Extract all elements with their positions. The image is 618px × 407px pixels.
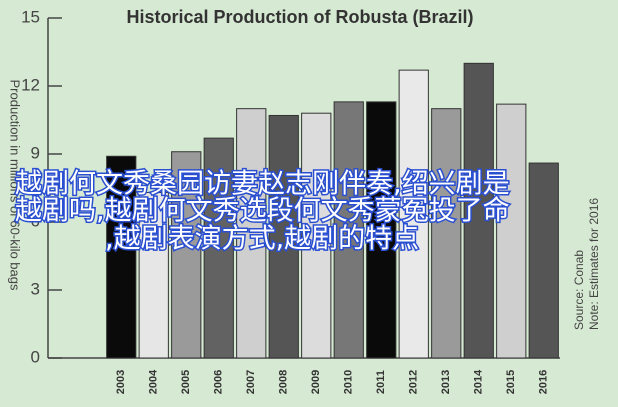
bar xyxy=(138,192,169,359)
bar xyxy=(463,62,494,359)
x-tick-label: 2008 xyxy=(278,370,290,394)
x-tick-label: 2015 xyxy=(505,370,517,394)
bar xyxy=(203,137,234,359)
y-tick-label: 9 xyxy=(31,143,40,162)
x-tick-label: 2004 xyxy=(148,369,160,394)
x-tick-label: 2006 xyxy=(213,370,225,394)
y-tick-label: 0 xyxy=(31,347,40,366)
overlay-text: ,越剧表演方式,越剧的特点 xyxy=(105,224,419,255)
x-tick-label: 2013 xyxy=(440,370,452,394)
bar xyxy=(268,114,299,359)
y-axis-label: Production in millions of 60-kilo bags xyxy=(8,80,23,291)
x-tick-label: 2010 xyxy=(343,370,355,394)
bar xyxy=(171,151,202,359)
x-tick-label: 2014 xyxy=(473,369,485,394)
bar xyxy=(236,108,267,359)
bar xyxy=(333,101,364,359)
y-tick-label: 15 xyxy=(21,7,40,26)
x-tick-label: 2011 xyxy=(375,370,387,394)
bar xyxy=(431,108,462,359)
bar xyxy=(301,112,332,359)
x-tick-label: 2012 xyxy=(408,370,420,394)
y-tick-label: 3 xyxy=(31,279,40,298)
bar xyxy=(398,69,429,359)
x-tick-label: 2003 xyxy=(115,370,127,394)
y-tick-label: 6 xyxy=(31,211,40,230)
source: Source: Conab xyxy=(572,250,586,330)
bar xyxy=(496,103,527,359)
y-tick-label: 12 xyxy=(21,75,40,94)
bar xyxy=(528,162,559,359)
note: Note: Estimates for 2016 xyxy=(587,198,601,330)
overlay-text: 越剧吗,越剧何文秀选段何文秀蒙冤投了命 xyxy=(15,196,510,227)
overlay-text: 越剧何文秀桑园访妻赵志刚伴奏,绍兴剧是 xyxy=(15,169,510,200)
chart-title: Historical Production of Robusta (Brazil… xyxy=(126,7,473,27)
bar xyxy=(366,101,397,359)
x-tick-label: 2005 xyxy=(180,370,192,394)
x-tick-label: 2009 xyxy=(310,370,322,394)
x-tick-label: 2007 xyxy=(245,370,257,394)
x-tick-label: 2016 xyxy=(538,370,550,394)
bar xyxy=(106,155,137,359)
